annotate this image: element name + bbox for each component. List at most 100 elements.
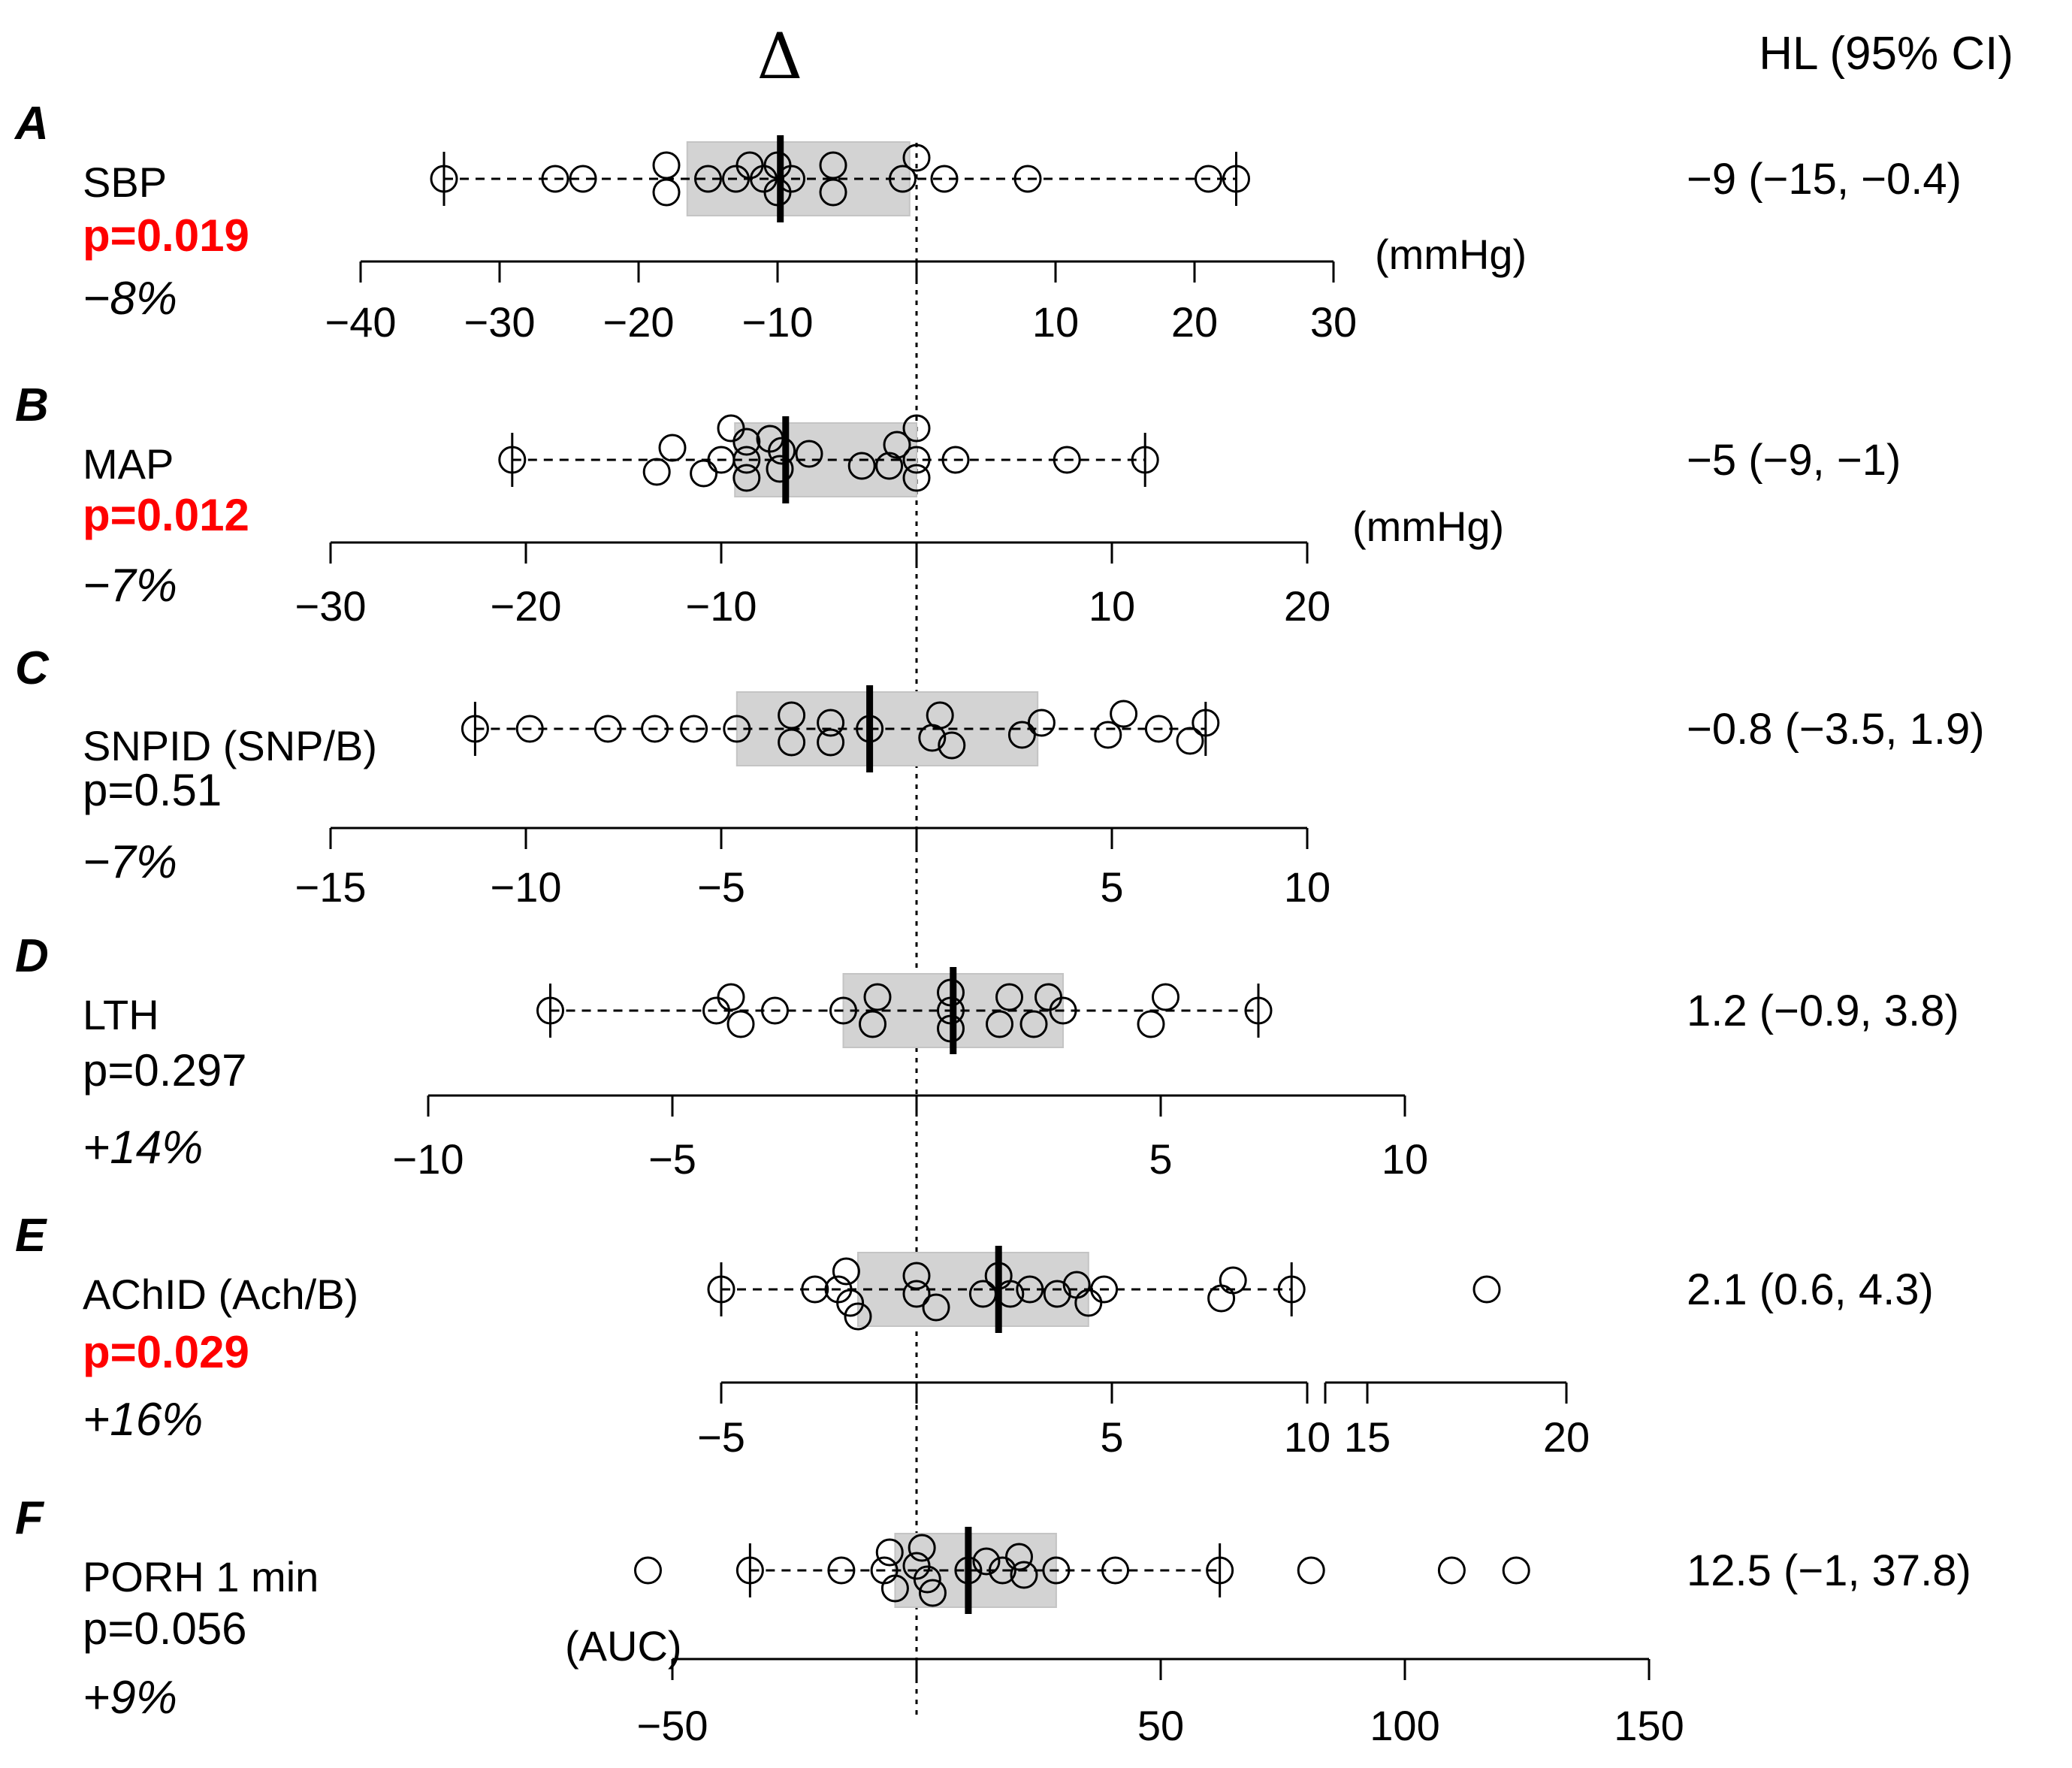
panel-c: C SNPID (SNP/B)p=0.51 −7% −0.8 (−3.5, 1.9) −… xyxy=(15,642,1985,911)
data-point xyxy=(829,996,857,1025)
percent-change: −7% xyxy=(83,836,177,888)
data-point xyxy=(988,1556,1016,1585)
data-point xyxy=(1131,446,1159,474)
percent-change: +14% xyxy=(83,1122,203,1174)
data-point xyxy=(642,458,671,486)
measure-label: LTH xyxy=(83,991,159,1038)
data-point xyxy=(819,178,847,207)
hl-ci-header: HL (95% CI) xyxy=(1759,28,2013,80)
x-tick-label: 10 xyxy=(1284,863,1330,911)
data-point xyxy=(1043,1280,1071,1308)
data-point xyxy=(1016,1275,1044,1304)
x-tick-label: 50 xyxy=(1137,1702,1184,1749)
hl-ci-value: −0.8 (−3.5, 1.9) xyxy=(1687,705,1985,754)
x-tick-label: −10 xyxy=(491,863,562,911)
data-point xyxy=(641,715,669,743)
data-point xyxy=(856,715,884,743)
x-tick-label: 30 xyxy=(1310,298,1357,346)
data-point xyxy=(844,1302,872,1331)
data-point xyxy=(996,1280,1025,1308)
x-tick-label: −50 xyxy=(637,1702,708,1749)
measure-label: PORH 1 min xyxy=(83,1553,319,1600)
data-point xyxy=(902,414,931,443)
data-point xyxy=(778,728,806,757)
data-point xyxy=(717,983,745,1011)
data-point xyxy=(1502,1556,1530,1585)
data-point xyxy=(1019,1010,1048,1038)
x-tick-label: −20 xyxy=(603,298,675,346)
data-point xyxy=(902,1262,931,1290)
panel-d: D LTH p=0.297 +14% 1.2 (−0.9, 3.8) −10 −5 5 10 xyxy=(15,930,1959,1183)
x-tick-label: −20 xyxy=(491,582,562,630)
data-point xyxy=(1244,996,1273,1025)
data-point xyxy=(937,1014,965,1043)
panel-letter-e: E xyxy=(15,1210,47,1262)
x-tick-label: −10 xyxy=(686,582,757,630)
x-tick-label: −15 xyxy=(295,863,367,911)
p-value: p=0.297 xyxy=(83,1045,247,1096)
data-point xyxy=(1176,727,1204,755)
panel-letter-c: C xyxy=(15,642,50,694)
x-tick-label: −40 xyxy=(325,298,397,346)
data-point xyxy=(902,144,931,172)
data-point xyxy=(1090,1275,1119,1304)
data-point xyxy=(889,165,917,193)
hl-ci-value: −5 (−9, −1) xyxy=(1687,436,1901,485)
data-point xyxy=(938,731,966,760)
data-point xyxy=(652,151,681,180)
p-value: p=0.056 xyxy=(83,1603,247,1654)
data-point xyxy=(1206,1556,1234,1585)
data-point xyxy=(827,1556,856,1585)
data-point xyxy=(694,165,722,193)
data-point xyxy=(880,1574,909,1603)
x-tick-label: 5 xyxy=(1100,863,1123,911)
data-point xyxy=(908,1534,936,1562)
data-point xyxy=(902,446,931,474)
x-tick-label: 15 xyxy=(1344,1413,1391,1461)
data-point xyxy=(902,464,931,492)
data-point xyxy=(680,715,708,743)
data-point xyxy=(1137,1010,1165,1038)
data-point xyxy=(723,715,751,743)
data-point xyxy=(707,1275,735,1304)
data-point xyxy=(817,709,845,737)
data-point xyxy=(836,1289,865,1317)
data-point xyxy=(817,728,845,757)
panel-letter-f: F xyxy=(15,1492,45,1544)
data-point xyxy=(1010,1561,1038,1589)
x-tick-label: 5 xyxy=(1149,1135,1172,1183)
p-value: p=0.012 xyxy=(83,490,249,540)
data-point xyxy=(430,165,458,193)
data-point xyxy=(1144,715,1173,743)
data-point xyxy=(1027,709,1056,737)
data-point xyxy=(847,452,876,480)
data-point xyxy=(1207,1284,1236,1313)
data-point xyxy=(594,715,622,743)
data-point xyxy=(863,983,892,1011)
data-point xyxy=(1042,1556,1071,1585)
panel-letter-d: D xyxy=(15,930,49,982)
data-point xyxy=(801,1275,829,1304)
data-point xyxy=(1297,1556,1325,1585)
data-point xyxy=(1094,721,1122,749)
x-tick-label: −5 xyxy=(697,863,745,911)
data-point xyxy=(768,437,796,465)
hl-ci-value: 12.5 (−1, 37.8) xyxy=(1687,1546,1971,1595)
data-point xyxy=(569,165,597,193)
data-point xyxy=(795,440,823,468)
data-point xyxy=(1222,165,1250,193)
data-point xyxy=(1437,1556,1466,1585)
iqr-box xyxy=(857,1252,1089,1327)
x-tick-label: 10 xyxy=(1032,298,1079,346)
data-point xyxy=(1049,996,1077,1025)
data-point xyxy=(652,178,681,207)
x-tick-label: 150 xyxy=(1614,1702,1684,1749)
data-point xyxy=(498,446,527,474)
data-point xyxy=(735,1556,764,1585)
data-point xyxy=(1101,1556,1130,1585)
p-value: p=0.029 xyxy=(83,1327,249,1377)
